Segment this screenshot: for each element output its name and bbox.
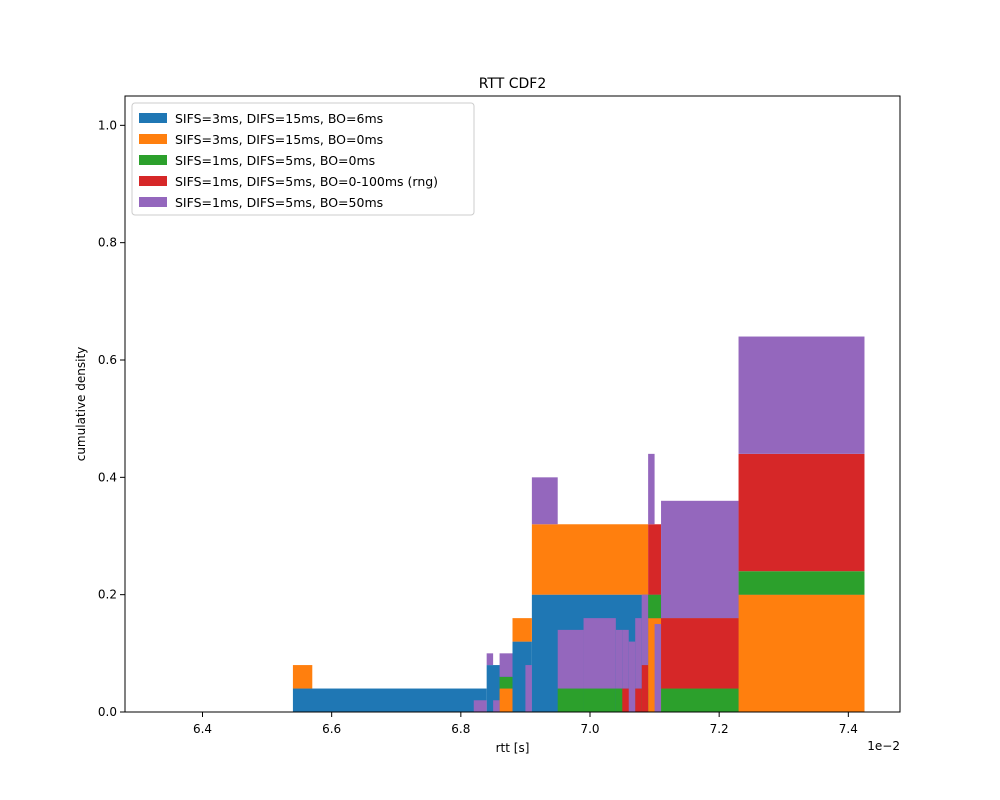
bar-series-5 xyxy=(525,665,532,712)
bar-series-5 xyxy=(648,453,655,525)
bar-series-5 xyxy=(486,653,494,666)
axes-frame xyxy=(124,95,901,713)
bar-series-5 xyxy=(628,641,636,712)
bar-series-3 xyxy=(648,594,662,619)
legend-swatch xyxy=(139,134,167,144)
legend-label: SIFS=1ms, DIFS=5ms, BO=50ms xyxy=(175,195,383,210)
y-tick-label: 0.6 xyxy=(98,353,117,367)
bar-series-5 xyxy=(473,700,487,712)
legend-swatch xyxy=(139,197,167,207)
bar-series-4 xyxy=(738,453,865,572)
bar-series-4 xyxy=(648,524,662,595)
bar-series-2 xyxy=(531,524,649,595)
x-tick-label: 6.8 xyxy=(451,722,470,736)
bar-series-5 xyxy=(531,477,558,525)
legend-label: SIFS=3ms, DIFS=15ms, BO=6ms xyxy=(175,111,383,126)
y-ticks: 0.0 0.2 0.4 0.6 0.8 1.0 xyxy=(98,118,125,719)
legend-swatch xyxy=(139,176,167,186)
x-tick-label: 7.2 xyxy=(710,722,729,736)
bar-series-5 xyxy=(615,629,623,689)
bar-series-4 xyxy=(641,665,649,712)
legend-label: SIFS=3ms, DIFS=15ms, BO=0ms xyxy=(175,132,383,147)
bar-series-3 xyxy=(738,571,865,595)
legend-swatch xyxy=(139,113,167,123)
y-axis-label: cumulative density xyxy=(74,347,88,462)
x-tick-label: 6.6 xyxy=(322,722,341,736)
bar-series-2 xyxy=(512,618,532,642)
y-tick-label: 1.0 xyxy=(98,118,117,132)
legend-label: SIFS=1ms, DIFS=5ms, BO=0ms xyxy=(175,153,375,168)
bar-series-3 xyxy=(557,688,584,712)
bar-series-5 xyxy=(557,629,584,689)
y-tick-label: 0.8 xyxy=(98,236,117,250)
bar-series-4 xyxy=(661,618,739,689)
y-tick-label: 0.0 xyxy=(98,705,117,719)
legend-label: SIFS=1ms, DIFS=5ms, BO=0-100ms (rng) xyxy=(175,174,438,189)
bar-series-5 xyxy=(493,700,500,712)
bar-series-5 xyxy=(738,336,865,454)
bar-series-5 xyxy=(583,618,616,689)
bar-series-4 xyxy=(635,688,642,712)
bar-series-2 xyxy=(738,594,865,712)
bar-series-5 xyxy=(661,500,739,619)
plot-bars xyxy=(292,336,865,712)
bar-series-5 xyxy=(499,653,513,677)
bar-series-5 xyxy=(654,624,662,712)
bar-series-2 xyxy=(292,665,313,689)
x-tick-label: 7.0 xyxy=(580,722,599,736)
bar-series-3 xyxy=(661,688,739,712)
x-tick-label: 6.4 xyxy=(193,722,212,736)
bar-series-3 xyxy=(499,676,513,689)
bar-series-3 xyxy=(583,688,616,712)
bar-series-5 xyxy=(641,594,649,666)
bar-series-5 xyxy=(622,629,629,689)
y-tick-label: 0.4 xyxy=(98,470,117,484)
x-offset-label: 1e−2 xyxy=(867,739,900,753)
legend-swatch xyxy=(139,155,167,165)
bar-series-1 xyxy=(292,688,487,712)
chart-title: RTT CDF2 xyxy=(479,76,547,92)
x-tick-label: 7.4 xyxy=(839,722,858,736)
x-axis-label: rtt [s] xyxy=(496,741,530,755)
bar-series-5 xyxy=(635,618,642,689)
legend: SIFS=3ms, DIFS=15ms, BO=6ms SIFS=3ms, DIF… xyxy=(131,102,475,216)
y-tick-label: 0.2 xyxy=(98,588,117,602)
x-ticks: 6.4 6.6 6.8 7.0 7.2 7.4 xyxy=(193,712,858,736)
bar-series-2 xyxy=(499,688,513,712)
legend-frame xyxy=(131,102,475,216)
